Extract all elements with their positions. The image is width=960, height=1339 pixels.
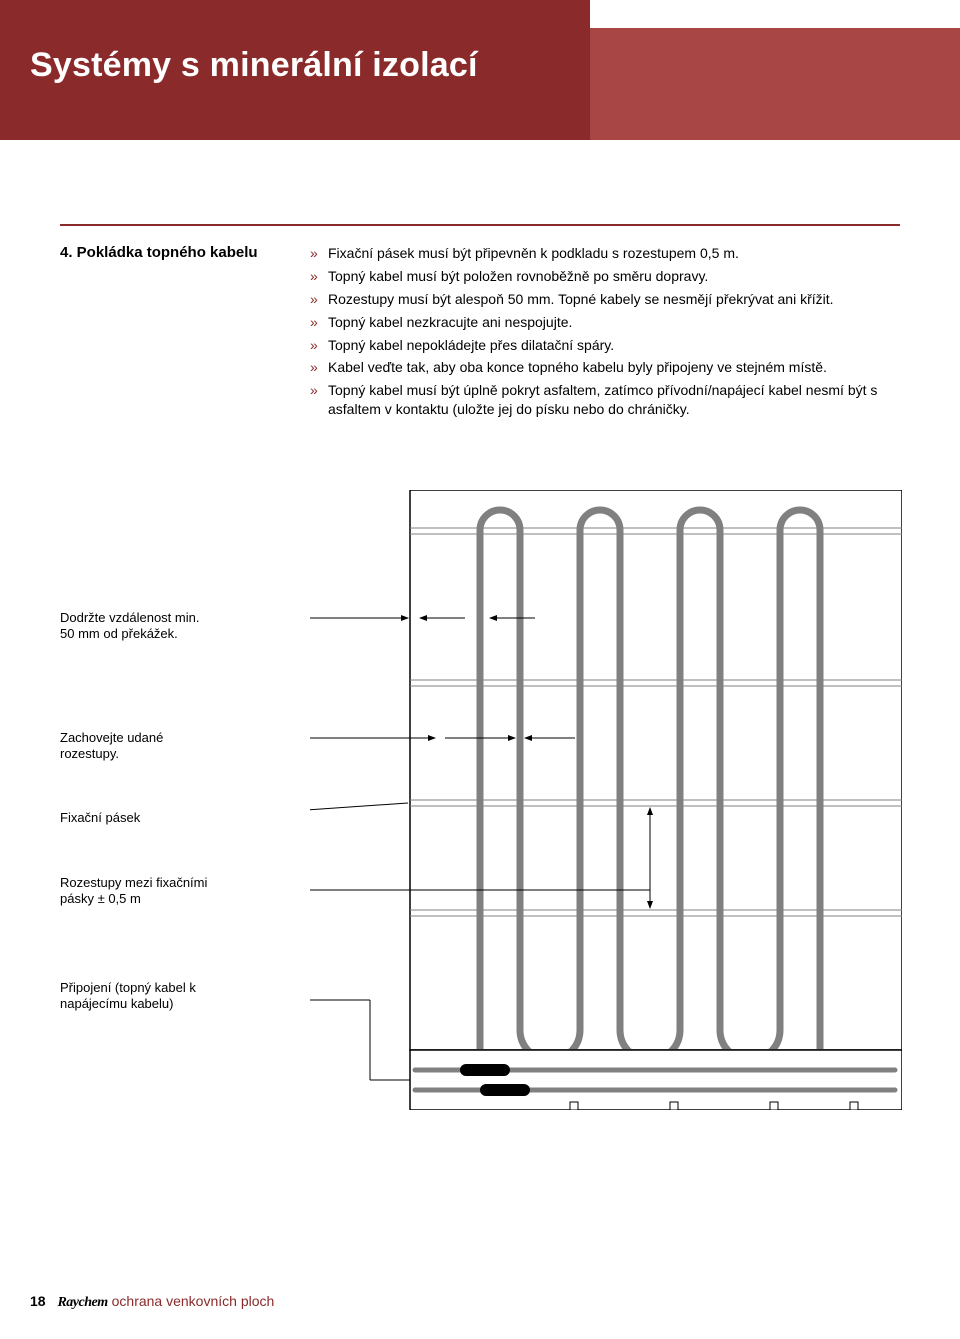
header-band-light — [590, 28, 960, 140]
bullet-list: Fixační pásek musí být připevněn k podkl… — [310, 244, 900, 423]
bullet-item: Rozestupy musí být alespoň 50 mm. Topné … — [310, 290, 900, 309]
bullet-item: Topný kabel musí být úplně pokryt asfalt… — [310, 381, 900, 419]
label-text: Připojení (topný kabel k napájecímu kabe… — [60, 980, 196, 1011]
bullet-item: Kabel veďte tak, aby oba konce topného k… — [310, 358, 900, 377]
label-spacing: Zachovejte udané rozestupy. — [60, 730, 210, 763]
bullet-item: Topný kabel nepokládejte přes dilatační … — [310, 336, 900, 355]
page-title: Systémy s minerální izolací — [30, 46, 478, 85]
label-connection: Připojení (topný kabel k napájecímu kabe… — [60, 980, 220, 1013]
label-strip-spacing: Rozestupy mezi fixačními pásky ± 0,5 m — [60, 875, 210, 908]
bullet-item: Topný kabel nezkracujte ani nespojujte. — [310, 313, 900, 332]
header-band: Systémy s minerální izolací — [0, 0, 960, 160]
bullet-item: Fixační pásek musí být připevněn k podkl… — [310, 244, 900, 263]
label-text: Dodržte vzdálenost min. 50 mm od překáže… — [60, 610, 199, 641]
footer-tagline: ochrana venkovních ploch — [112, 1293, 275, 1309]
diagram-svg — [310, 490, 902, 1110]
heating-cable-diagram — [310, 490, 902, 1110]
label-text: Zachovejte udané rozestupy. — [60, 730, 163, 761]
label-text: Rozestupy mezi fixačními pásky ± 0,5 m — [60, 875, 207, 906]
section-heading: 4. Pokládka topného kabelu — [60, 244, 258, 261]
page-number: 18 — [30, 1293, 46, 1309]
horizontal-rule — [60, 224, 900, 226]
label-fixing-strip: Fixační pásek — [60, 810, 210, 826]
label-min-distance: Dodržte vzdálenost min. 50 mm od překáže… — [60, 610, 210, 643]
brand-logo: Raychem — [57, 1295, 107, 1310]
bullet-item: Topný kabel musí být položen rovnoběžně … — [310, 267, 900, 286]
page: Systémy s minerální izolací 4. Pokládka … — [0, 0, 960, 1339]
label-text: Fixační pásek — [60, 810, 140, 825]
footer: 18 Raychem ochrana venkovních ploch — [30, 1293, 274, 1311]
